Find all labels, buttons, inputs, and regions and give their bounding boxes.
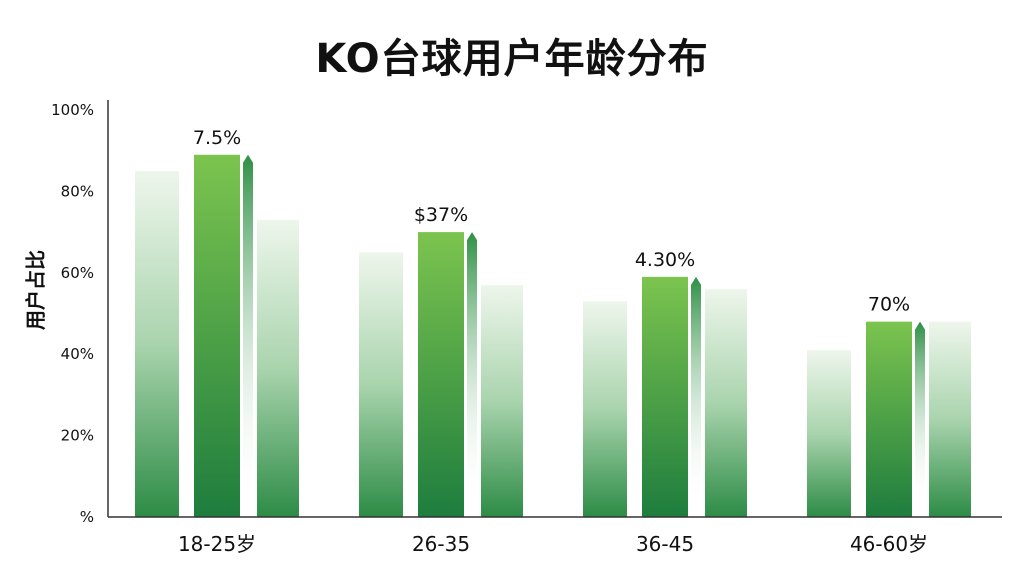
bar: [929, 321, 971, 517]
bar-highlight: [642, 276, 688, 517]
bar-highlight: [194, 154, 240, 517]
y-tick-label: 60%: [61, 264, 94, 282]
category-label: 46-60岁: [850, 532, 928, 556]
category-label: 26-35: [412, 532, 470, 556]
bar: [359, 252, 403, 517]
bar-accent-tip: [915, 321, 925, 507]
bar: [807, 350, 851, 517]
bar-accent-tip: [467, 232, 477, 507]
bar: [705, 289, 747, 517]
y-tick-label: %: [80, 508, 94, 526]
bar: [583, 301, 627, 517]
bar-highlight: [866, 321, 912, 517]
y-tick-label: 20%: [61, 427, 94, 445]
chart-title: KO台球用户年龄分布: [315, 36, 709, 82]
data-label: 7.5%: [193, 127, 241, 149]
y-tick-label: 80%: [61, 182, 94, 200]
data-label: $37%: [414, 204, 468, 226]
y-tick-label: 100%: [51, 101, 94, 119]
bar: [257, 219, 299, 517]
bar-accent-tip: [243, 154, 253, 507]
data-label: 4.30%: [635, 249, 695, 271]
bar-accent-tip: [691, 276, 701, 507]
bar: [135, 171, 179, 518]
data-label: 70%: [868, 294, 910, 316]
category-label: 18-25岁: [178, 532, 256, 556]
y-tick-label: 40%: [61, 345, 94, 363]
bar-highlight: [418, 232, 464, 517]
category-label: 36-45: [636, 532, 694, 556]
bar: [481, 285, 523, 517]
